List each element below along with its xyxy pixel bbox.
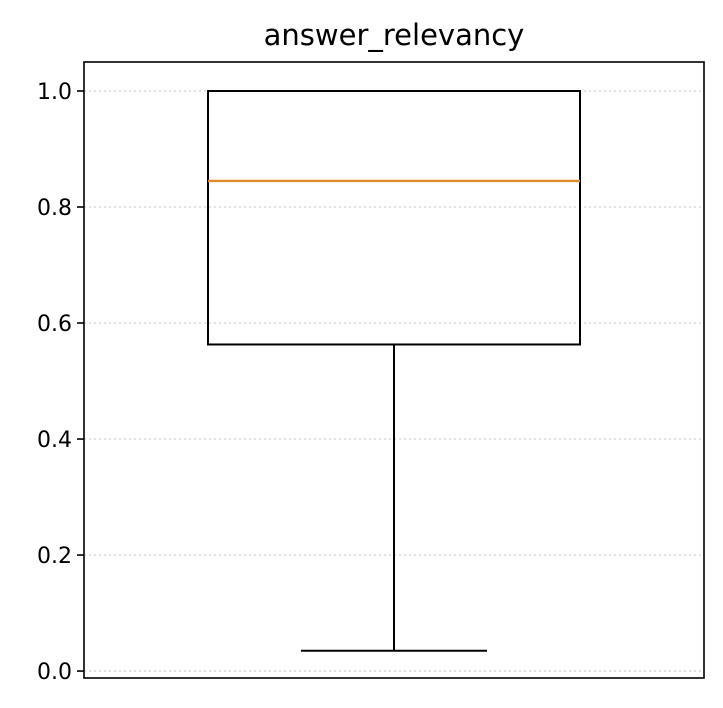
y-tick-label: 0.4 [37, 428, 72, 453]
y-axis: 0.0 0.2 0.4 0.6 0.8 1.0 [37, 80, 84, 685]
box-plot [207, 90, 581, 652]
y-tick-label: 1.0 [37, 80, 72, 105]
chart-title: answer_relevancy [264, 18, 525, 52]
y-tick-label: 0.0 [37, 660, 72, 685]
y-tick-label: 0.8 [37, 196, 72, 221]
interquartile-box [207, 90, 581, 346]
y-tick-label: 0.6 [37, 312, 72, 337]
y-tick-label: 0.2 [37, 544, 72, 569]
plot-frame [83, 61, 705, 679]
